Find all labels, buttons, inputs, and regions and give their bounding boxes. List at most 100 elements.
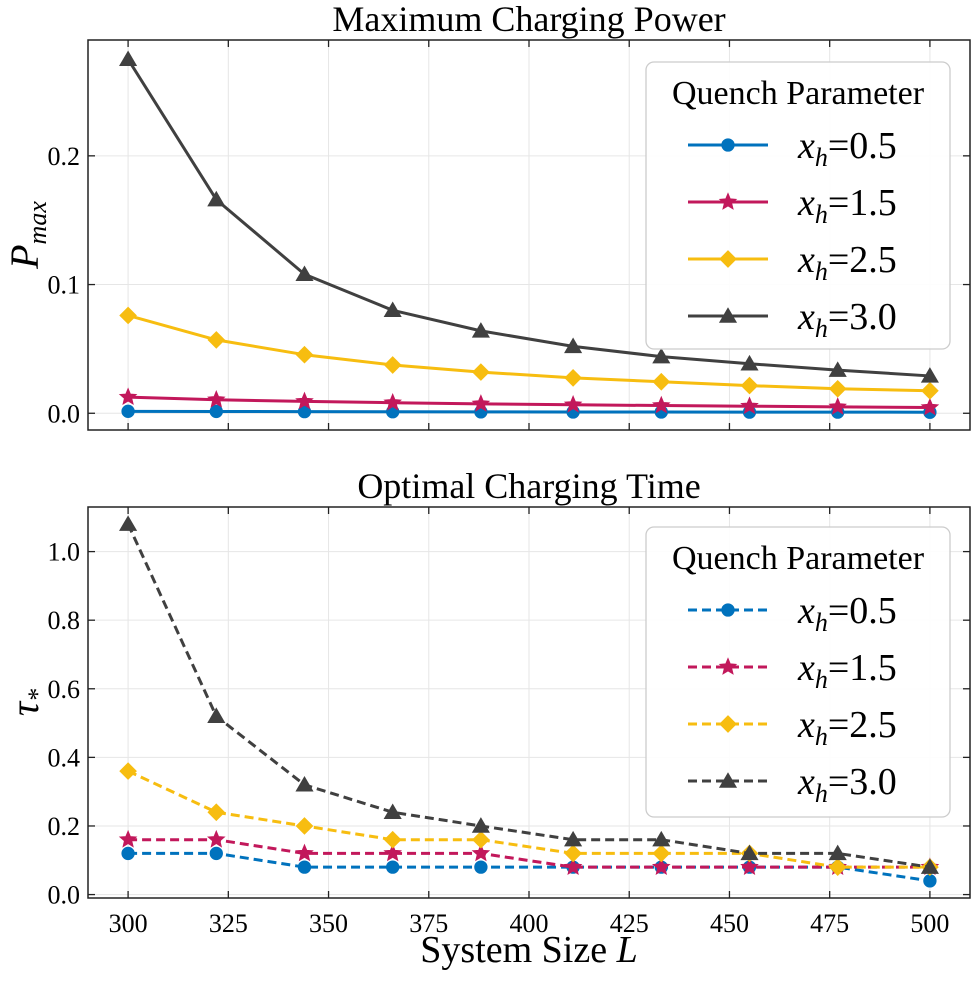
top-data-point	[383, 301, 402, 318]
top-series-line	[128, 409, 930, 414]
top-data-point	[472, 363, 490, 381]
top-data-point	[920, 367, 939, 383]
bottom-y-tick-label: 0.8	[48, 606, 81, 635]
top-data-point	[295, 345, 314, 364]
bottom-legend-label: xh=0.5	[797, 590, 897, 637]
bottom-y-tick-label: 0.0	[48, 881, 81, 910]
bottom-x-tick-label: 325	[209, 909, 248, 938]
bottom-legend-entry-0: xh=0.5	[688, 590, 897, 637]
bottom-series-line	[126, 523, 931, 869]
bottom-data-point	[295, 776, 314, 792]
top-data-point	[209, 404, 223, 419]
bottom-data-point	[652, 857, 671, 876]
top-data-point	[563, 395, 583, 413]
top-data-point	[471, 394, 491, 412]
bottom-data-point	[652, 844, 671, 863]
bottom-data-point	[209, 846, 223, 861]
top-legend-entry-3: xh=3.0	[688, 296, 897, 343]
bottom-panel: 300 325 350 375 400 425 450 475 500 0.0 0.2 0.4 0.6 0…	[2, 466, 971, 971]
bottom-x-tick-label: 375	[409, 909, 448, 938]
top-series-line	[128, 395, 930, 409]
bottom-y-tick-label: 0.6	[48, 675, 81, 704]
bottom-x-tick-label: 400	[510, 909, 549, 938]
bottom-data-point	[564, 844, 582, 863]
top-legend-entry-1: xh=1.5	[688, 182, 897, 229]
bottom-data-point	[652, 830, 671, 847]
bottom-data-point	[564, 830, 583, 847]
bottom-legend-entry-3: xh=3.0	[688, 761, 897, 808]
bottom-data-point	[295, 843, 314, 862]
top-legend-entry-0: xh=0.5	[688, 125, 897, 172]
top-data-point	[652, 347, 671, 364]
bottom-x-tick-label: 350	[309, 909, 348, 938]
bottom-x-tick-label: 450	[710, 909, 749, 938]
top-legend-marker	[718, 307, 738, 323]
bottom-x-tick-label: 425	[610, 909, 649, 938]
bottom-data-point	[474, 860, 488, 874]
top-panel: 0.0 0.1 0.2 Maximum Charging Power Pmax Quenc…	[2, 0, 971, 431]
bottom-data-point	[472, 830, 490, 849]
bottom-y-tick-label: 0.2	[48, 812, 81, 841]
top-legend-entry-2: xh=2.5	[688, 239, 897, 286]
bottom-data-point	[119, 515, 138, 531]
bottom-legend-entry-2: xh=2.5	[688, 704, 897, 751]
top-series-2	[119, 306, 939, 400]
top-data-point	[295, 265, 314, 281]
bottom-data-point	[740, 844, 759, 861]
top-data-point	[828, 397, 847, 415]
bottom-data-point	[118, 829, 138, 848]
top-data-point	[921, 381, 939, 400]
top-data-point	[828, 379, 847, 398]
top-data-point	[383, 356, 402, 374]
top-data-point	[740, 354, 759, 371]
top-data-point	[740, 376, 759, 395]
top-legend-marker	[719, 250, 737, 268]
top-data-point	[119, 50, 138, 67]
bottom-data-point	[471, 843, 491, 862]
top-series-3	[119, 50, 939, 383]
bottom-data-point	[828, 858, 847, 876]
bottom-x-tick-label: 300	[109, 909, 148, 938]
bottom-series-line	[128, 851, 931, 883]
bottom-data-point	[563, 857, 583, 876]
bottom-y-tick-label: 0.4	[48, 743, 81, 772]
top-data-point	[740, 396, 759, 415]
top-data-point	[119, 306, 137, 325]
bottom-series-line	[127, 769, 930, 869]
bottom-legend-label: xh=3.0	[797, 761, 897, 808]
bottom-data-point	[920, 858, 939, 874]
top-data-point	[652, 372, 671, 391]
bottom-legend-box	[645, 526, 951, 818]
top-series-line	[127, 314, 930, 393]
bottom-legend-marker	[718, 772, 738, 788]
top-series-1	[118, 387, 940, 416]
bottom-data-point	[207, 707, 226, 723]
top-legend-marker	[721, 138, 735, 152]
bottom-legend-marker	[721, 603, 735, 617]
top-data-point	[118, 387, 138, 406]
top-legend-title: Quench Parameter	[672, 75, 925, 112]
bottom-y-axis-label: τ*	[2, 689, 52, 716]
bottom-data-point	[923, 874, 937, 888]
top-data-point	[652, 395, 671, 414]
bottom-legend-label: xh=1.5	[797, 647, 897, 694]
top-data-point	[121, 404, 135, 419]
bottom-x-axis-label: System Size L	[420, 929, 637, 971]
bottom-data-point	[297, 860, 312, 874]
bottom-legend-marker	[718, 657, 738, 675]
bottom-data-point	[383, 803, 402, 819]
bottom-legend-entry-1: xh=1.5	[688, 647, 897, 694]
bottom-data-point	[386, 860, 400, 874]
bottom-data-point	[828, 844, 847, 861]
top-legend-label: xh=3.0	[797, 296, 897, 343]
bottom-data-point	[207, 829, 226, 848]
top-data-point	[207, 389, 226, 408]
top-y-tick-label: 0.2	[48, 142, 81, 171]
top-y-axis-label: Pmax	[2, 201, 52, 270]
top-y-tick-label: 0.1	[48, 271, 81, 300]
top-legend-marker	[718, 192, 738, 210]
top-data-point	[828, 361, 847, 377]
bottom-legend-marker	[719, 715, 737, 733]
bottom-y-tick-label: 1.0	[48, 538, 81, 567]
